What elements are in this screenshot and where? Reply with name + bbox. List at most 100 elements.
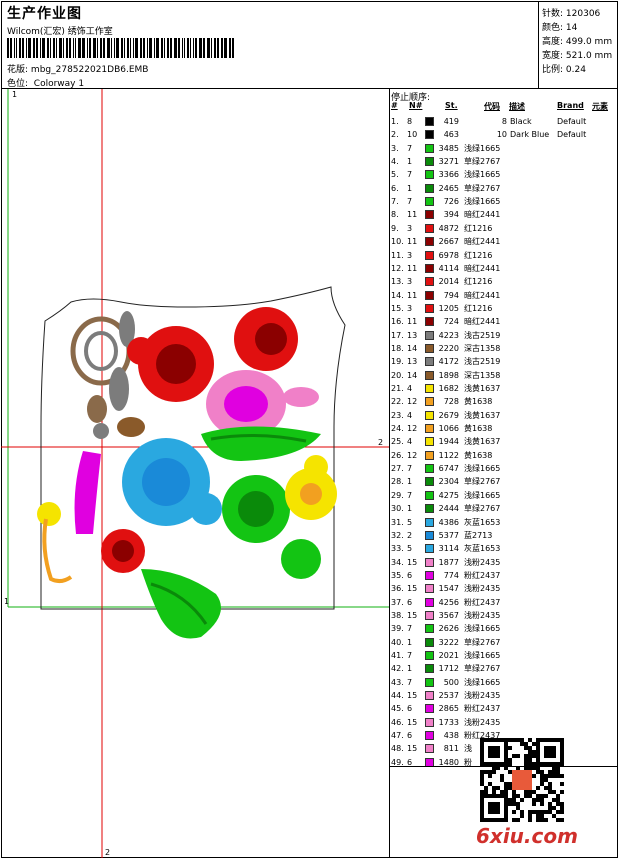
color-swatch [425,610,434,620]
sequence-row: 43. 7 500 浅绿1665 [389,676,618,689]
sequence-row: 3. 7 3485 浅绿1665 [389,142,618,155]
color-swatch [425,544,434,554]
marker-bottom: 2 [105,848,110,857]
row-needle: 7 [407,490,413,500]
row-desc-cn: 浅绿1665 [464,490,501,500]
row-desc-cn: 暗红2441 [464,290,501,300]
row-stitches: 1733 [438,717,459,727]
qr-module [516,802,520,806]
color-swatch [425,397,434,407]
qr-module [532,766,536,770]
row-seq: 25. [391,437,404,447]
row-desc-cn: 浅绿1665 [464,143,501,153]
row-seq: 30. [391,504,404,514]
qr-module [492,806,496,810]
row-desc-cn: 粉红2437 [464,704,501,714]
sequence-row: 46. 15 1733 浅粉2435 [389,716,618,729]
qr-module [488,770,492,774]
qr-module [548,750,552,754]
row-stitches: 2667 [438,237,459,247]
barcode-bar [170,38,172,58]
sequence-row: 13. 3 2014 红1216 [389,275,618,288]
row-stitches: 4172 [438,357,459,367]
row-stitches: 2220 [438,343,459,353]
qr-module [504,786,508,790]
qr-module [504,782,508,786]
qr-module [488,774,492,778]
row-desc-cn: 草绿2767 [464,183,501,193]
sequence-row: 48. 15 811 浅 [389,742,618,755]
qr-module [516,818,520,822]
stitch-count: 针数: 120306 [542,9,601,19]
marker-left: 1 [4,597,9,606]
sequence-row: 1. 8 419 8 Black Default [389,115,618,128]
qr-module [536,738,540,742]
row-stitches: 724 [443,317,459,327]
barcode-bar [217,38,219,58]
barcode-bar [195,38,197,58]
qr-module [488,802,492,806]
row-desc-cn: 浅黄1637 [464,437,501,447]
qr-module [548,806,552,810]
col-header-code: 代码 [484,102,500,111]
qr-module [560,774,564,778]
row-desc-cn: 暗红2441 [464,317,501,327]
qr-module [496,818,500,822]
qr-module [544,774,548,778]
sequence-row: 31. 5 4386 灰蓝1653 [389,516,618,529]
qr-module [552,770,556,774]
qr-module [508,770,512,774]
row-stitches: 1682 [438,384,459,393]
sequence-row: 4. 1 3271 草绿2767 [389,155,618,168]
sequence-row: 2. 10 463 10 Dark Blue Default [389,128,618,141]
qr-module [560,758,564,762]
qr-module [496,810,500,814]
sequence-row: 34. 15 1877 浅粉2435 [389,556,618,569]
sequence-row: 19. 13 4172 浅古2519 [389,355,618,368]
sequence-row: 36. 15 1547 浅粉2435 [389,582,618,595]
row-seq: 17. [391,330,404,340]
sequence-row: 12. 11 4114 暗红2441 [389,262,618,275]
qr-module [532,742,536,746]
qr-module [492,794,496,798]
sequence-row: 6. 1 2465 草绿2767 [389,182,618,195]
col-header-seq: # [391,101,398,110]
row-seq: 8. [391,210,399,220]
sequence-row: 28. 1 2304 草绿2767 [389,475,618,488]
row-stitches: 794 [443,290,459,300]
marker-top: 1 [12,90,17,99]
sequence-row: 35. 6 774 粉红2437 [389,569,618,582]
barcode-bar [42,38,45,58]
qr-module [540,774,544,778]
qr-module [480,742,484,746]
row-needle: 8 [407,117,413,126]
paisley-motif [70,311,145,439]
qr-module [548,770,552,774]
row-seq: 6. [391,183,399,193]
barcode-bar [40,38,41,58]
row-seq: 42. [391,664,404,674]
color-swatch [425,651,434,660]
row-needle: 1 [407,477,413,487]
row-seq: 7. [391,197,399,207]
color-swatch [425,464,434,474]
row-code: 8 [501,117,507,126]
barcode-bar [167,38,169,58]
qr-module [536,746,540,750]
qr-module [496,786,500,790]
row-seq: 1. [391,117,399,126]
sequence-row: 14. 11 794 暗红2441 [389,289,618,302]
qr-module [560,806,564,810]
qr-module [560,790,564,794]
row-desc-cn: 浅黄1637 [464,384,501,393]
row-needle: 7 [407,464,413,474]
qr-module [560,810,564,814]
row-stitches: 2444 [438,504,459,514]
qr-module [480,818,484,822]
row-desc-cn: 浅绿1665 [464,651,501,660]
qr-module [508,762,512,766]
qr-module [552,754,556,758]
qr-module [480,750,484,754]
row-needle: 1 [407,504,413,514]
row-stitches: 726 [443,197,459,207]
